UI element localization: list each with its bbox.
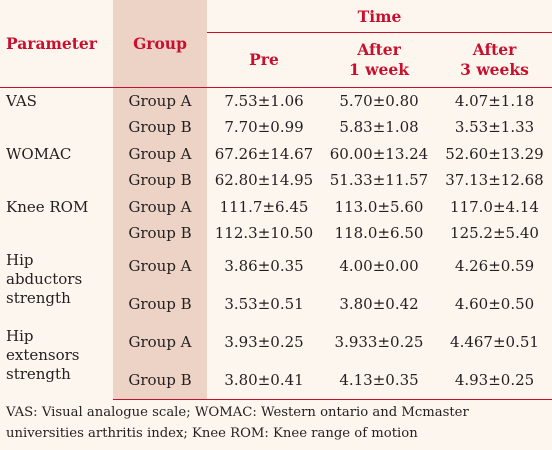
table-row: Hip abductors strength Group A 3.86±0.35… xyxy=(0,247,552,307)
week1-cell: 118.0±6.50 xyxy=(334,224,424,243)
pre-cell: 111.7±6.45 xyxy=(219,197,309,216)
week1-cell: 5.83±1.08 xyxy=(339,118,419,137)
group-cell: Group A xyxy=(113,194,207,221)
group-cell: Group B xyxy=(113,167,207,194)
week1-cell: 5.70±0.80 xyxy=(339,91,419,110)
table-row: VAS Group A 7.53±1.06 5.70±0.80 4.07±1.1… xyxy=(0,87,552,115)
table-row: Group B 3.80±0.41 4.13±0.35 4.93±0.25 xyxy=(0,361,552,400)
week3-cell: 125.2±5.40 xyxy=(450,224,539,243)
week1-cell: 3.80±0.42 xyxy=(339,294,419,313)
param-line: abductors xyxy=(6,270,83,288)
pre-cell: 3.93±0.25 xyxy=(224,332,304,351)
param-hip-abductors: Hip abductors strength xyxy=(0,247,113,323)
week1-cell: 3.933±0.25 xyxy=(334,332,424,351)
group-cell: Group B xyxy=(113,114,207,141)
pre-cell: 7.53±1.06 xyxy=(224,91,304,110)
param-line: extensors xyxy=(6,346,80,364)
header-parameter: Parameter xyxy=(0,0,113,88)
table-row: Group B 112.3±10.50 118.0±6.50 125.2±5.4… xyxy=(0,220,552,247)
footnote-line: universities arthritis index; Knee ROM: … xyxy=(6,426,418,441)
param-hip-extensors: Hip extensors strength xyxy=(0,323,113,400)
header-after-3-weeks-line2: 3 weeks xyxy=(460,60,529,79)
week3-cell: 4.467±0.51 xyxy=(450,332,539,351)
header-pre: Pre xyxy=(207,32,321,88)
param-knee-rom: Knee ROM xyxy=(6,198,89,216)
param-line: strength xyxy=(6,365,71,383)
pre-cell: 3.80±0.41 xyxy=(207,361,321,400)
table-row: Group B 7.70±0.99 5.83±1.08 3.53±1.33 xyxy=(0,114,552,141)
group-cell: Group A xyxy=(113,141,207,168)
param-vas: VAS xyxy=(6,92,37,110)
results-table: Parameter Group Time Pre After 1 week Af… xyxy=(0,0,552,400)
header-after-1-week-line1: After xyxy=(357,40,401,59)
group-cell: Group B xyxy=(113,220,207,247)
header-after-1-week: After 1 week xyxy=(321,32,437,88)
header-time: Time xyxy=(207,0,552,33)
group-cell: Group A xyxy=(113,323,207,361)
footnote-line: VAS: Visual analogue scale; WOMAC: Weste… xyxy=(6,405,469,420)
param-womac: WOMAC xyxy=(6,145,72,163)
group-cell: Group B xyxy=(113,285,207,323)
week3-cell: 4.60±0.50 xyxy=(454,294,535,313)
table-footnote: VAS: Visual analogue scale; WOMAC: Weste… xyxy=(6,402,546,444)
header-group: Group xyxy=(113,0,207,88)
table-header: Parameter Group Time Pre After 1 week Af… xyxy=(0,0,552,88)
table-row: Knee ROM Group A 111.7±6.45 113.0±5.60 1… xyxy=(0,194,552,221)
group-cell: Group A xyxy=(113,87,207,115)
week1-cell: 113.0±5.60 xyxy=(334,197,424,216)
week1-cell: 51.33±11.57 xyxy=(329,171,429,190)
week1-cell: 4.00±0.00 xyxy=(339,256,419,275)
header-after-3-weeks-line1: After xyxy=(472,40,517,59)
header-after-3-weeks: After 3 weeks xyxy=(437,32,552,88)
table-row: Hip extensors strength Group A 3.93±0.25… xyxy=(0,323,552,383)
header-after-1-week-line2: 1 week xyxy=(349,60,409,79)
table-body: VAS Group A 7.53±1.06 5.70±0.80 4.07±1.1… xyxy=(0,87,552,400)
week1-cell: 4.13±0.35 xyxy=(321,361,437,400)
table-row: WOMAC Group A 67.26±14.67 60.00±13.24 52… xyxy=(0,141,552,168)
pre-cell: 67.26±14.67 xyxy=(214,144,314,163)
week3-cell: 52.60±13.29 xyxy=(445,144,544,163)
week1-cell: 60.00±13.24 xyxy=(329,144,429,163)
week3-cell: 4.07±1.18 xyxy=(454,91,535,110)
pre-cell: 3.53±0.51 xyxy=(224,294,304,313)
week3-cell: 4.26±0.59 xyxy=(454,256,535,275)
table-row: Group B 62.80±14.95 51.33±11.57 37.13±12… xyxy=(0,167,552,194)
group-cell: Group A xyxy=(113,247,207,285)
table-row: Group B 3.53±0.51 3.80±0.42 4.60±0.50 xyxy=(0,285,552,323)
pre-cell: 62.80±14.95 xyxy=(214,171,314,190)
param-line: strength xyxy=(6,289,71,307)
week3-cell: 4.93±0.25 xyxy=(437,361,552,400)
group-cell: Group B xyxy=(113,361,207,400)
pre-cell: 7.70±0.99 xyxy=(224,118,304,137)
week3-cell: 117.0±4.14 xyxy=(450,197,539,216)
param-line: Hip xyxy=(6,327,34,345)
pre-cell: 112.3±10.50 xyxy=(214,224,314,243)
week3-cell: 3.53±1.33 xyxy=(454,118,535,137)
pre-cell: 3.86±0.35 xyxy=(224,256,304,275)
param-line: Hip xyxy=(6,251,34,269)
week3-cell: 37.13±12.68 xyxy=(445,171,544,190)
